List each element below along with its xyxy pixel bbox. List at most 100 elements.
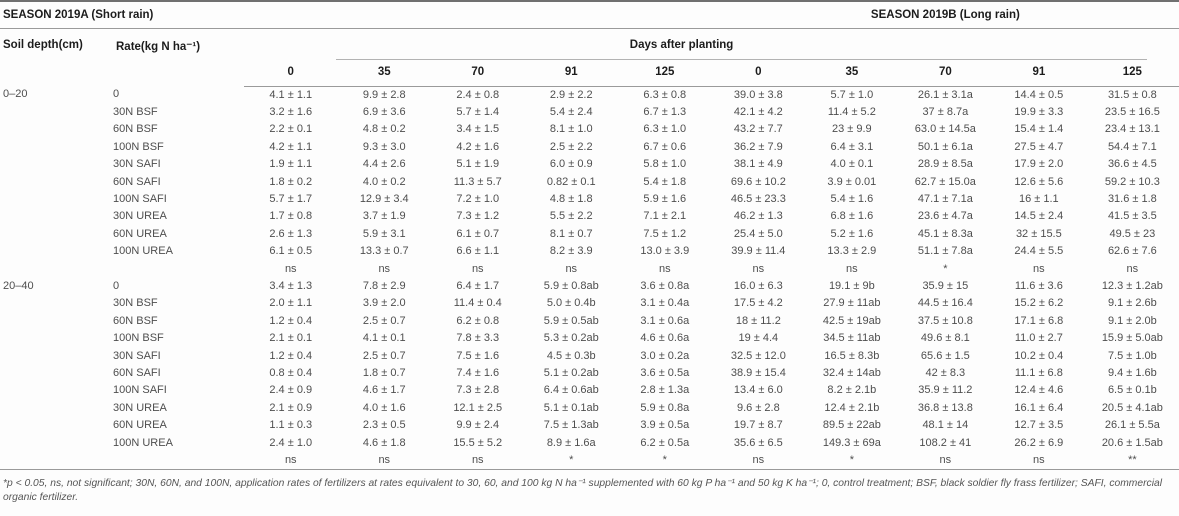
value-cell: 9.9 ± 2.4 [456, 419, 500, 432]
value-cell: 8.2 ± 3.9 [549, 245, 593, 258]
value-cell: 38.9 ± 15.4 [730, 367, 786, 379]
soil-depth-cell [0, 226, 113, 243]
value-cell: 5.9 ± 1.6 [643, 192, 687, 205]
value-cell: 14.5 ± 2.4 [1014, 210, 1064, 223]
value-cell: 7.2 ± 1.0 [456, 192, 500, 205]
table-body: 0–20 0 4.1 ± 1.1 9.9 ± 2.8 2.4 ± 0.8 2.9 ± 2.… [0, 86, 1179, 470]
table-row: 30N SAFI 1.9 ± 1.1 4.4 ± 2.6 5.1 ± 1.9 6.0 ±… [0, 156, 1179, 173]
value-cell: 6.5 ± 0.1b [1107, 384, 1157, 397]
value-cell: 4.0 ± 1.6 [362, 401, 406, 414]
value-cell: 20.6 ± 1.5ab [1101, 436, 1163, 449]
soil-depth-cell [0, 243, 113, 260]
value-cell: 4.4 ± 2.6 [362, 158, 406, 171]
value-cell: 9.1 ± 2.6b [1107, 297, 1157, 310]
value-cell: 11.6 ± 3.6 [1014, 279, 1063, 292]
table-row: 30N UREA 2.1 ± 0.9 4.0 ± 1.6 12.1 ± 2.5 5.1 … [0, 400, 1179, 417]
day-column-header: 0 [244, 59, 338, 87]
value-cell: 12.4 ± 2.1b [824, 401, 880, 414]
significance-cell: ns [1126, 262, 1139, 275]
value-cell: 59.2 ± 10.3 [1104, 175, 1160, 188]
value-cell: 4.6 ± 1.7 [362, 384, 406, 397]
value-cell: 37.5 ± 10.8 [917, 314, 973, 327]
value-cell: 0.82 ± 0.1 [546, 175, 596, 188]
value-cell: 16.1 ± 6.4 [1014, 401, 1064, 414]
value-cell: 41.5 ± 3.5 [1107, 210, 1157, 223]
value-cell: 63.0 ± 14.5a [914, 123, 976, 136]
value-cell: 5.2 ± 1.6 [830, 227, 874, 240]
table-row: 100N UREA 6.1 ± 0.5 13.3 ± 0.7 6.6 ± 1.1 8.2… [0, 243, 1179, 260]
value-cell: 3.9 ± 0.5a [640, 419, 690, 432]
table-row: 60N UREA 2.6 ± 1.3 5.9 ± 3.1 6.1 ± 0.7 8.1 ±… [0, 226, 1179, 243]
value-cell: 46.5 ± 23.3 [730, 192, 786, 205]
table-row: 0–20 0 4.1 ± 1.1 9.9 ± 2.8 2.4 ± 0.8 2.9 ± 2.… [0, 86, 1179, 104]
value-cell: 23 ± 9.9 [832, 123, 872, 136]
significance-cell: * [662, 454, 667, 467]
day-columns-row: 0 35 70 91 125 0 35 70 91 125 [0, 59, 1179, 87]
table-row: 60N UREA 1.1 ± 0.3 2.3 ± 0.5 9.9 ± 2.4 7.5 ±… [0, 417, 1179, 434]
significance-cell: * [943, 262, 948, 275]
value-cell: 7.5 ± 1.0b [1107, 349, 1157, 362]
value-cell: 28.9 ± 8.5a [917, 158, 973, 171]
value-cell: 5.5 ± 2.2 [549, 210, 593, 223]
value-cell: 6.7 ± 0.6 [643, 140, 687, 153]
value-cell: 3.7 ± 1.9 [362, 210, 406, 223]
value-cell: 16.0 ± 6.3 [733, 279, 783, 292]
value-cell: 13.3 ± 2.9 [827, 245, 877, 258]
value-cell: 12.3 ± 1.2ab [1101, 279, 1163, 292]
day-column-header: 91 [992, 59, 1086, 87]
soil-depth-cell [0, 208, 113, 225]
day-column-header: 35 [337, 59, 431, 87]
value-cell: 31.5 ± 0.8 [1107, 88, 1157, 101]
value-cell: 11.1 ± 6.8 [1014, 367, 1063, 379]
value-cell: 12.1 ± 2.5 [453, 401, 503, 414]
value-cell: 7.4 ± 1.6 [456, 367, 500, 379]
value-cell: 4.6 ± 1.8 [362, 436, 406, 449]
value-cell: 15.5 ± 5.2 [453, 436, 503, 449]
value-cell: 42.1 ± 4.2 [733, 105, 783, 118]
significance-cell: ns [752, 262, 765, 275]
value-cell: 9.4 ± 1.6b [1107, 367, 1157, 379]
rate-cell [113, 261, 244, 278]
days-after-planting-label: Days after planting [629, 39, 734, 51]
significance-cell: ns [471, 262, 484, 275]
value-cell: 1.8 ± 0.7 [362, 367, 406, 379]
value-cell: 8.9 ± 1.6a [546, 436, 596, 449]
value-cell: 7.1 ± 2.1 [643, 210, 687, 223]
value-cell: 6.3 ± 0.8 [643, 88, 687, 101]
value-cell: 45.1 ± 8.3a [917, 227, 973, 240]
value-cell: 3.2 ± 1.6 [269, 105, 313, 118]
spanner-header-row: Soil depth(cm) Rate(kg N ha⁻¹) Days afte… [0, 29, 1179, 60]
value-cell: 2.8 ± 1.3a [640, 384, 690, 397]
value-cell: 39.0 ± 3.8 [733, 88, 783, 101]
value-cell: 4.8 ± 1.8 [549, 192, 593, 205]
value-cell: 12.4 ± 4.6 [1014, 384, 1064, 397]
value-cell: 62.7 ± 15.0a [914, 175, 976, 188]
soil-depth-cell: 0–20 [3, 88, 28, 101]
rate-cell [113, 452, 244, 470]
value-cell: 35.9 ± 15 [922, 279, 969, 292]
value-cell: 36.2 ± 7.9 [733, 140, 783, 153]
value-cell: 36.8 ± 13.8 [917, 401, 973, 414]
day-column-header: 70 [898, 59, 993, 87]
value-cell: 16.5 ± 8.3b [824, 349, 880, 362]
value-cell: 13.0 ± 3.9 [640, 245, 690, 258]
value-cell: 19.7 ± 8.7 [733, 419, 783, 432]
value-cell: 3.6 ± 0.8a [640, 279, 690, 292]
value-cell: 6.0 ± 0.9 [549, 158, 593, 171]
value-cell: 4.5 ± 0.3b [546, 349, 596, 362]
table-row: 100N SAFI 2.4 ± 0.9 4.6 ± 1.7 7.3 ± 2.8 6.4 … [0, 382, 1179, 399]
table-row: 60N SAFI 1.8 ± 0.2 4.0 ± 0.2 11.3 ± 5.7 0.82… [0, 174, 1179, 191]
soil-nitrogen-table: SEASON 2019A (Short rain) SEASON 2019B (… [0, 0, 1179, 471]
soil-depth-cell [0, 104, 113, 121]
rate-cell: 30N SAFI [113, 349, 161, 362]
value-cell: 10.2 ± 0.4 [1014, 349, 1064, 362]
value-cell: 5.9 ± 3.1 [362, 227, 406, 240]
significance-cell: * [569, 454, 574, 467]
rate-cell: 60N SAFI [113, 367, 161, 379]
value-cell: 2.3 ± 0.5 [362, 419, 406, 432]
value-cell: 19.9 ± 3.3 [1014, 105, 1064, 118]
value-cell: 6.4 ± 1.7 [456, 279, 500, 292]
table-row: 60N BSF 2.2 ± 0.1 4.8 ± 0.2 3.4 ± 1.5 8.1 ± … [0, 121, 1179, 138]
table-row: 20–40 0 3.4 ± 1.3 7.8 ± 2.9 6.4 ± 1.7 5.9 ± 0… [0, 278, 1179, 295]
value-cell: 7.5 ± 1.2 [643, 227, 687, 240]
